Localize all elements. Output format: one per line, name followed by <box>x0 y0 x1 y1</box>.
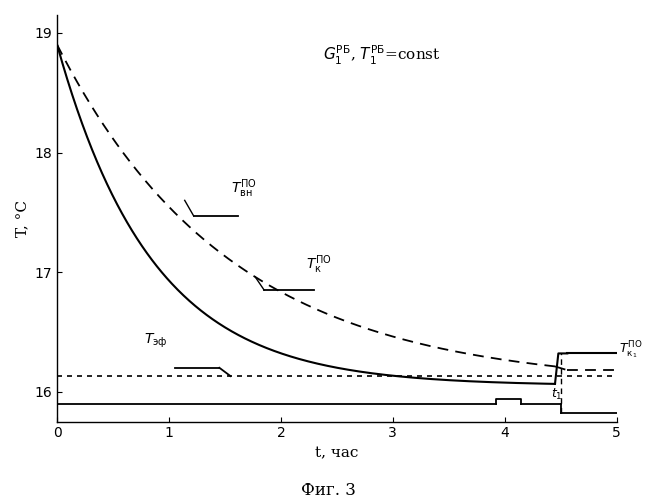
X-axis label: t, час: t, час <box>315 446 359 460</box>
Text: $T^{\text{ПО}}_{\text{к}}$: $T^{\text{ПО}}_{\text{к}}$ <box>306 253 331 276</box>
Text: Фиг. 3: Фиг. 3 <box>301 482 356 499</box>
Text: $T_{\text{эф}}$: $T_{\text{эф}}$ <box>145 332 168 350</box>
Text: $T^{\text{ПО}}_{\text{к}_1}$: $T^{\text{ПО}}_{\text{к}_1}$ <box>619 339 642 360</box>
Text: $G_1^{\text{РБ}}$, $T_1^{\text{РБ}}$=const: $G_1^{\text{РБ}}$, $T_1^{\text{РБ}}$=con… <box>323 44 440 68</box>
Text: $T^{\text{ПО}}_{\text{вн}}$: $T^{\text{ПО}}_{\text{вн}}$ <box>231 178 256 201</box>
Text: $t_1$: $t_1$ <box>551 388 563 402</box>
Y-axis label: T, °C: T, °C <box>15 200 29 237</box>
